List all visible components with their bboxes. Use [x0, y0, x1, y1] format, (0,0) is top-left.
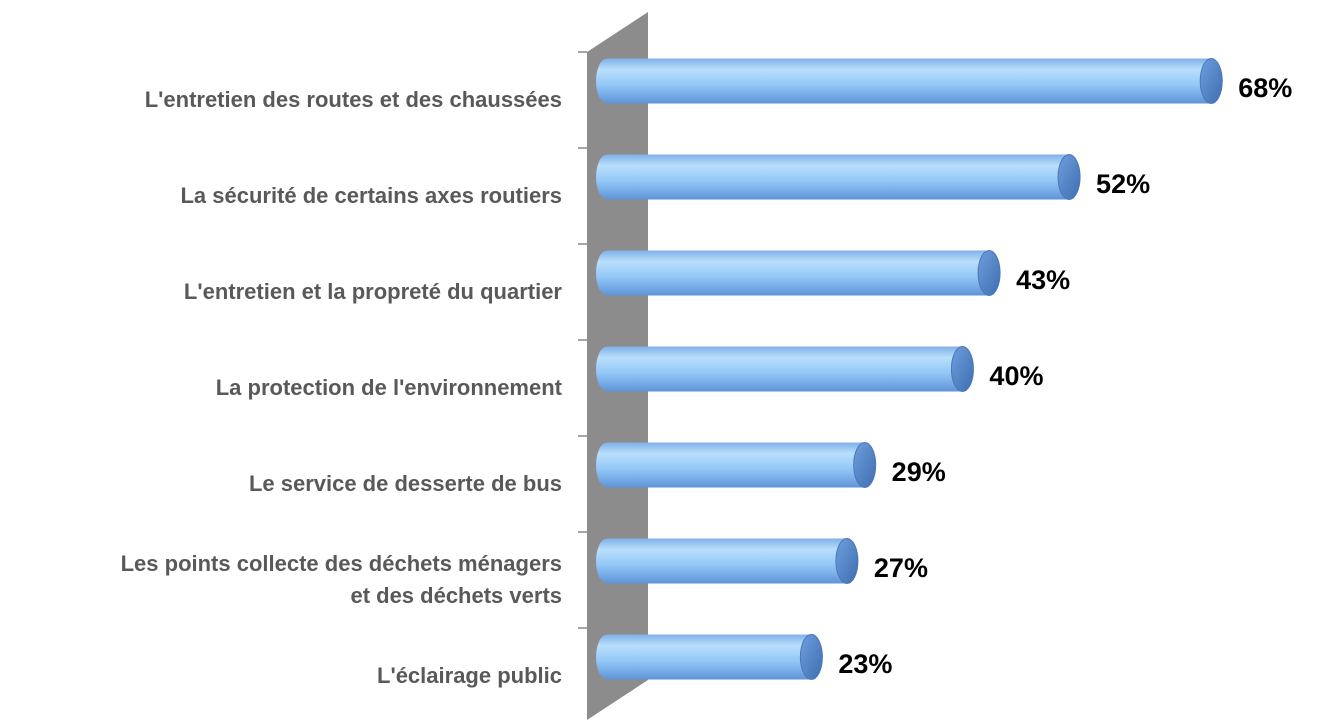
bar-body: [607, 634, 812, 680]
value-label: 29%: [892, 457, 946, 487]
value-label: 43%: [1016, 265, 1070, 295]
value-label: 23%: [838, 649, 892, 679]
bar-body: [607, 346, 963, 392]
value-label: 27%: [874, 553, 928, 583]
bar-cap: [977, 250, 1001, 296]
category-label: L'entretien et la propreté du quartier: [183, 279, 562, 304]
bar-body: [607, 58, 1212, 104]
bar: [596, 250, 1001, 296]
category-label: La sécurité de certains axes routiers: [180, 183, 562, 208]
bar-body: [607, 154, 1070, 200]
bar-cap: [835, 538, 859, 584]
bar-cap: [853, 442, 877, 488]
bar-cap: [1057, 154, 1081, 200]
bar: [596, 58, 1223, 104]
category-label: Le service de desserte de bus: [248, 471, 562, 496]
bar: [596, 154, 1081, 200]
category-label: Les points collecte des déchets ménagers…: [120, 551, 562, 608]
bar: [596, 346, 974, 392]
bar-body: [607, 250, 990, 296]
bar-cap: [950, 346, 974, 392]
bar-body: [607, 538, 847, 584]
bar-body: [607, 442, 865, 488]
value-label: 40%: [989, 361, 1043, 391]
bar: [596, 634, 823, 680]
value-label: 68%: [1238, 73, 1292, 103]
bar: [596, 538, 859, 584]
category-label: L'éclairage public: [377, 663, 562, 688]
bar: [596, 442, 877, 488]
bar-cap: [799, 634, 823, 680]
category-label: L'entretien des routes et des chaussées: [144, 87, 562, 112]
category-label: La protection de l'environnement: [215, 375, 562, 400]
bar-cap: [1199, 58, 1223, 104]
value-label: 52%: [1096, 169, 1150, 199]
tick-marks: [578, 51, 587, 629]
